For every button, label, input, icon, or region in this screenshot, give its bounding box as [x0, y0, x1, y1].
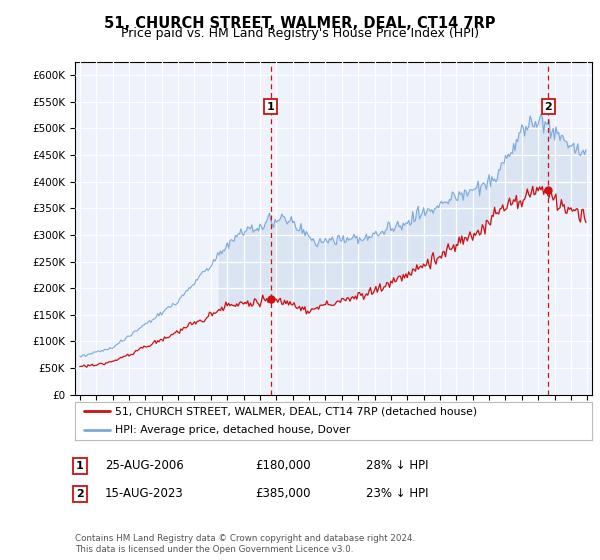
Text: £180,000: £180,000 [255, 459, 311, 473]
Text: Contains HM Land Registry data © Crown copyright and database right 2024.
This d: Contains HM Land Registry data © Crown c… [75, 534, 415, 554]
Text: £385,000: £385,000 [255, 487, 311, 501]
Text: 51, CHURCH STREET, WALMER, DEAL, CT14 7RP (detached house): 51, CHURCH STREET, WALMER, DEAL, CT14 7R… [115, 406, 478, 416]
Text: 2: 2 [76, 489, 83, 499]
Text: 1: 1 [76, 461, 83, 471]
Text: 51, CHURCH STREET, WALMER, DEAL, CT14 7RP: 51, CHURCH STREET, WALMER, DEAL, CT14 7R… [104, 16, 496, 31]
Text: Price paid vs. HM Land Registry's House Price Index (HPI): Price paid vs. HM Land Registry's House … [121, 27, 479, 40]
Text: 1: 1 [267, 101, 274, 111]
Text: 23% ↓ HPI: 23% ↓ HPI [366, 487, 428, 501]
Text: 2: 2 [544, 101, 552, 111]
Text: 25-AUG-2006: 25-AUG-2006 [105, 459, 184, 473]
Text: 28% ↓ HPI: 28% ↓ HPI [366, 459, 428, 473]
Text: HPI: Average price, detached house, Dover: HPI: Average price, detached house, Dove… [115, 425, 350, 435]
Text: 15-AUG-2023: 15-AUG-2023 [105, 487, 184, 501]
